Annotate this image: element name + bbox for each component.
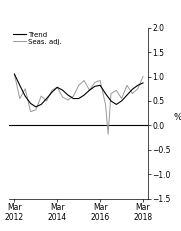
Y-axis label: %: %: [174, 113, 181, 122]
Legend: Trend, Seas. adj.: Trend, Seas. adj.: [12, 31, 63, 46]
